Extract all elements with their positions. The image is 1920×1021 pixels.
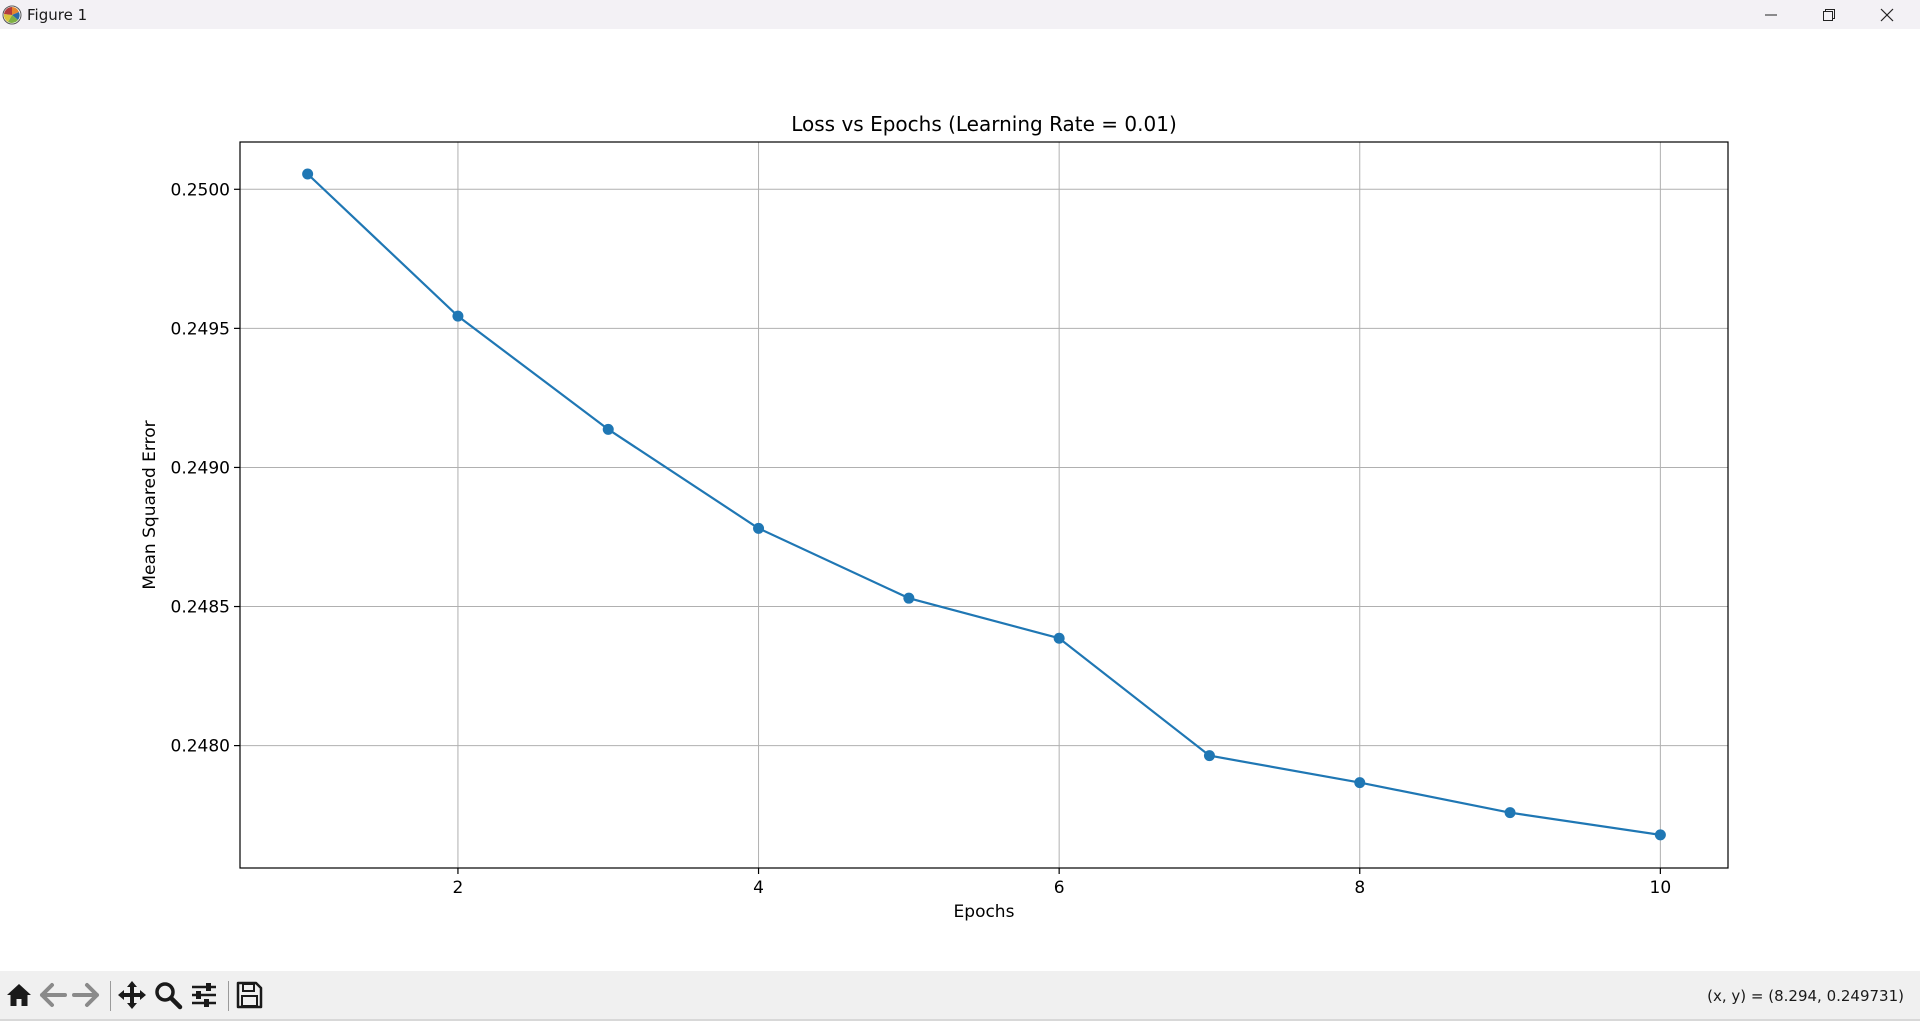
data-point [602, 423, 614, 435]
zoom-button[interactable] [151, 978, 185, 1012]
y-tick-label: 0.2500 [171, 180, 230, 200]
data-point [452, 310, 464, 322]
navigation-toolbar: (x, y) = (8.294, 0.249731) [0, 971, 1920, 1021]
restore-button[interactable] [1800, 0, 1858, 29]
grid-lines [240, 142, 1728, 868]
pan-icon [118, 981, 146, 1009]
zoom-icon [155, 982, 183, 1010]
back-button[interactable] [36, 978, 70, 1012]
cursor-coordinates: (x, y) = (8.294, 0.249731) [1707, 987, 1904, 1005]
chart-title: Loss vs Epochs (Learning Rate = 0.01) [791, 112, 1177, 136]
data-point [1203, 750, 1215, 762]
x-tick-label: 2 [453, 878, 464, 898]
close-button[interactable] [1858, 0, 1916, 29]
y-tick-label: 0.2495 [171, 319, 230, 339]
back-icon [40, 983, 67, 1007]
window-title: Figure 1 [27, 6, 88, 24]
y-tick-label: 0.2485 [171, 598, 230, 618]
data-point [1053, 632, 1065, 644]
configure-subplots-icon [192, 983, 216, 1007]
restore-icon [1823, 8, 1835, 21]
line-chart[interactable]: 2 4 6 8 10 0.2480 0.2485 0.2490 0.2495 0.2500 Los… [0, 29, 1920, 971]
forward-icon [72, 983, 99, 1007]
figure-canvas[interactable]: 2 4 6 8 10 0.2480 0.2485 0.2490 0.2495 0.2500 Los… [0, 29, 1920, 971]
close-icon [1880, 8, 1894, 21]
toolbar-separator [110, 981, 111, 1011]
x-tick-label: 4 [753, 878, 764, 898]
forward-button[interactable] [69, 978, 103, 1012]
home-button[interactable] [2, 978, 36, 1012]
toolbar-separator [228, 981, 229, 1011]
data-point [1504, 807, 1516, 819]
x-tick-label: 8 [1354, 878, 1365, 898]
save-button[interactable] [232, 978, 266, 1012]
axes-frame [239, 141, 1729, 869]
minimize-icon [1765, 14, 1777, 15]
x-tick-label: 10 [1650, 878, 1672, 898]
home-icon [7, 984, 31, 1006]
x-tick-label: 6 [1054, 878, 1065, 898]
matplotlib-logo-icon [2, 5, 22, 25]
y-axis-label: Mean Squared Error [140, 420, 160, 589]
data-point [903, 592, 915, 604]
window-titlebar: Figure 1 [0, 0, 1920, 29]
data-series [302, 168, 1666, 841]
y-tick-label: 0.2480 [171, 737, 230, 757]
configure-subplots-button[interactable] [187, 978, 221, 1012]
window-bottom-border [0, 1019, 1920, 1021]
save-icon [236, 981, 263, 1009]
y-tick-label: 0.2490 [171, 458, 230, 478]
data-point [753, 522, 765, 534]
data-point [1354, 777, 1366, 789]
data-point [1654, 829, 1666, 841]
axis-ticks: 2 4 6 8 10 0.2480 0.2485 0.2490 0.2495 0.2500 [171, 180, 1672, 898]
series-line [306, 173, 1661, 836]
x-axis-label: Epochs [954, 902, 1015, 922]
minimize-button[interactable] [1742, 0, 1800, 29]
pan-button[interactable] [115, 978, 149, 1012]
data-point [302, 168, 314, 180]
